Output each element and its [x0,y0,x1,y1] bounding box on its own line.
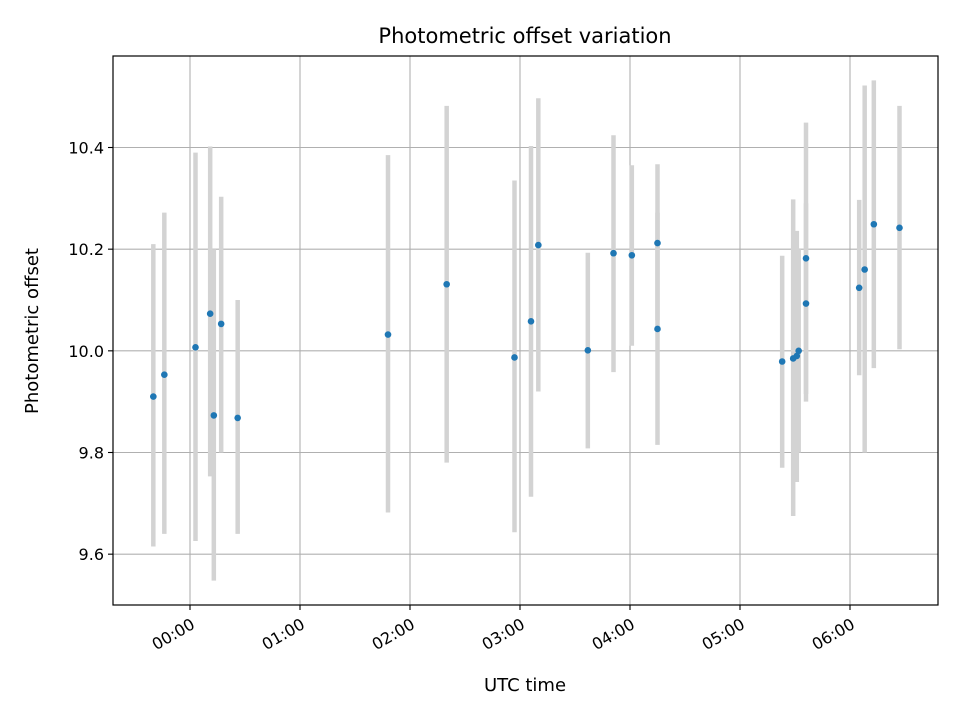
data-point [628,251,636,259]
data-point [535,241,542,249]
data-point [855,284,863,292]
data-point [778,358,786,365]
data-point [161,371,168,379]
data-point [802,255,810,262]
data-point [206,310,214,318]
y-axis-ticks: 9.6 9.8 10.0 10.2 10.4 [68,139,113,564]
data-point [896,224,903,232]
y-axis-label: Photometric offset [22,248,43,414]
data-point [150,393,157,400]
data-point [802,300,810,307]
data-point [654,239,661,247]
data-point [795,347,802,355]
y-tick-label: 10.4 [68,139,104,158]
x-axis-label: UTC time [484,675,566,696]
grid [113,56,938,605]
y-tick-label: 9.6 [79,545,104,564]
data-markers [150,220,903,422]
data-point [527,318,535,325]
data-point [793,352,801,360]
data-point [610,249,617,257]
y-tick-label: 9.8 [79,444,104,463]
data-point [511,354,518,361]
data-point [443,280,450,288]
data-point [234,414,241,422]
chart-title: Photometric offset variation [378,24,671,48]
data-point [192,343,199,351]
y-tick-label: 10.0 [68,342,104,361]
y-tick-label: 10.2 [68,240,104,259]
data-point [654,325,661,333]
data-point [584,347,592,354]
plot-frame [112,55,939,606]
data-point [384,331,392,338]
data-point [870,220,878,228]
data-point [210,412,218,419]
data-point [861,266,868,273]
data-point [217,320,225,328]
